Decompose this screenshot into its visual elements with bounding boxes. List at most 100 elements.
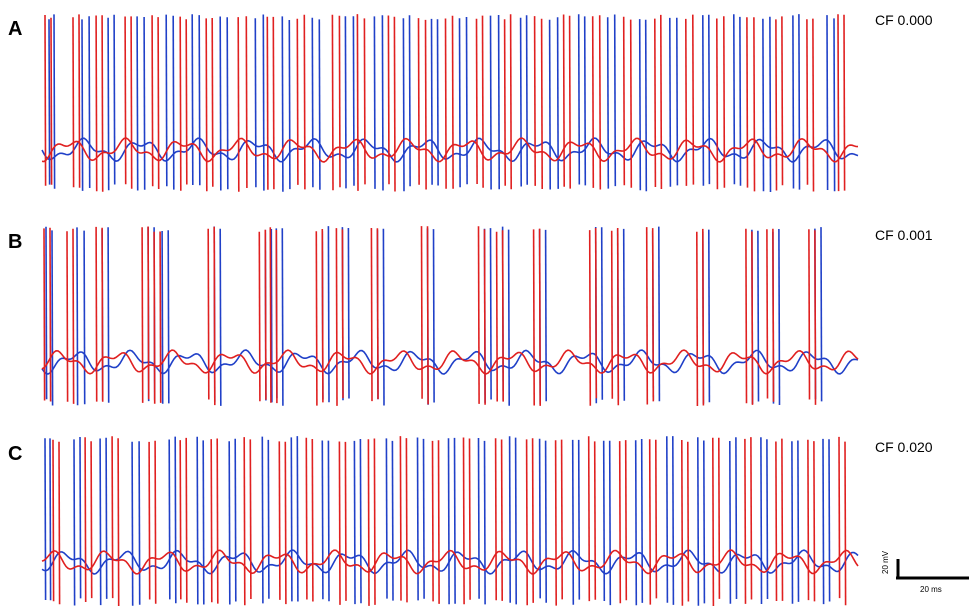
spike-mark — [483, 229, 486, 405]
spike-mark — [497, 14, 501, 190]
spike-mark — [52, 439, 55, 602]
spike-mark — [644, 19, 648, 192]
spike-mark — [618, 441, 622, 604]
spike-mark — [331, 14, 334, 191]
spike-mark — [808, 229, 811, 400]
spike-mark — [95, 15, 98, 192]
spike-mark — [72, 17, 75, 188]
spike-mark — [462, 437, 465, 605]
spike-mark — [468, 438, 471, 600]
coupling-factor-label: CF 0.000 — [875, 12, 933, 28]
spike-mark — [430, 18, 433, 185]
spike-mark — [385, 438, 388, 599]
spike-mark — [594, 227, 598, 399]
spike-mark — [113, 14, 116, 185]
spike-mark — [130, 16, 133, 189]
spike-mark — [668, 17, 672, 187]
spike-mark — [483, 440, 486, 605]
spike-mark — [707, 14, 711, 185]
spike-mark — [318, 19, 321, 190]
spike-mark — [538, 438, 542, 599]
spike-mark — [432, 229, 435, 403]
spike-mark — [393, 16, 396, 192]
spike-mark — [684, 18, 688, 186]
spike-mark — [249, 439, 252, 600]
spike-mark — [81, 19, 84, 191]
spike-mark — [458, 18, 461, 188]
spike-mark — [264, 229, 267, 400]
spike-mark — [548, 19, 552, 190]
spike-mark — [321, 228, 324, 403]
spike-mark — [387, 15, 390, 185]
spike-mark — [219, 228, 222, 406]
spike-mark — [58, 441, 61, 605]
panel-letter: A — [8, 18, 22, 40]
spike-mark — [269, 227, 272, 403]
spike-mark — [367, 439, 370, 606]
spike-mark — [436, 19, 439, 186]
trace-group — [41, 226, 859, 407]
spike-mark — [622, 16, 626, 186]
spike-mark — [381, 15, 384, 191]
spike-mark — [762, 18, 765, 192]
spike-mark — [645, 227, 649, 405]
spike-mark — [191, 14, 194, 186]
spike-mark — [237, 17, 240, 192]
spike-mark — [288, 19, 291, 190]
spike-mark — [600, 227, 604, 400]
panel-letter: B — [8, 231, 22, 253]
spike-mark — [262, 14, 265, 191]
spike-mark — [311, 438, 314, 602]
spike-mark — [405, 438, 408, 603]
spike-mark — [560, 439, 564, 600]
spike-mark — [211, 17, 214, 187]
spike-mark — [321, 440, 324, 600]
spike-mark — [370, 227, 373, 402]
spike-mark — [51, 230, 54, 406]
spike-mark — [791, 441, 794, 604]
spike-mark — [659, 14, 663, 190]
spike-mark — [453, 437, 456, 604]
spike-mark — [141, 227, 144, 403]
spike-mark — [711, 437, 715, 606]
spike-mark — [101, 227, 104, 402]
spike-mark — [344, 441, 347, 601]
spike-mark — [814, 230, 817, 405]
spike-mark — [347, 227, 350, 399]
spike-mark — [420, 226, 423, 399]
spike-mark — [540, 18, 544, 190]
spike-mark — [84, 437, 87, 603]
spike-mark — [813, 441, 816, 602]
spike-mark — [653, 18, 657, 188]
spike-mark — [131, 441, 134, 606]
spike-mark — [465, 16, 468, 185]
spike-mark — [477, 437, 480, 599]
spike-mark — [79, 436, 82, 599]
spike-mark — [616, 227, 620, 406]
spike-mark — [243, 437, 246, 606]
spike-mark — [606, 17, 610, 189]
spike-mark — [159, 231, 162, 403]
spike-mark — [568, 15, 572, 189]
spike-mark — [775, 441, 778, 602]
spike-mark — [695, 231, 699, 407]
spike-mark — [593, 441, 597, 600]
spike-mark — [744, 438, 747, 604]
spike-mark — [124, 16, 127, 185]
spike-mark — [807, 439, 810, 601]
spike-mark — [101, 15, 104, 192]
panel-a: A CF 0.000 — [8, 12, 933, 193]
spike-mark — [272, 16, 275, 190]
spike-mark — [500, 439, 504, 601]
spike-mark — [760, 437, 763, 605]
spike-mark — [602, 440, 606, 602]
spike-mark — [416, 437, 419, 601]
spike-mark — [88, 16, 91, 189]
spike-mark — [562, 14, 566, 187]
spike-mark — [475, 18, 478, 185]
spike-mark — [296, 436, 299, 602]
spike-mark — [798, 14, 801, 190]
spike-mark — [207, 228, 210, 400]
spike-mark — [281, 16, 284, 192]
